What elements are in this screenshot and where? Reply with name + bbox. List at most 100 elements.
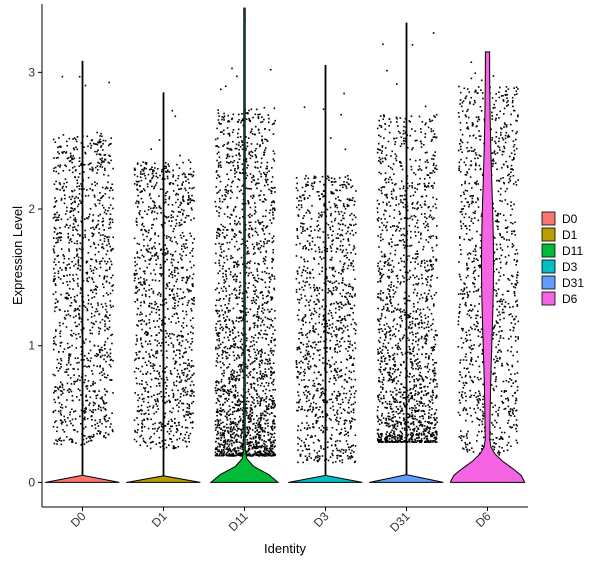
data-point bbox=[234, 378, 237, 380]
data-point bbox=[231, 440, 234, 442]
data-point bbox=[54, 386, 56, 388]
data-point bbox=[247, 201, 250, 204]
data-point bbox=[68, 353, 70, 355]
data-point bbox=[192, 317, 194, 319]
data-point bbox=[166, 283, 168, 285]
data-point bbox=[313, 284, 316, 286]
data-point bbox=[61, 390, 63, 393]
data-point bbox=[102, 224, 104, 226]
data-point bbox=[92, 233, 95, 235]
data-point bbox=[307, 434, 309, 436]
data-point bbox=[346, 455, 349, 457]
data-point bbox=[217, 437, 219, 440]
data-point bbox=[219, 229, 222, 232]
data-point bbox=[97, 199, 99, 201]
data-point bbox=[217, 151, 220, 153]
data-point bbox=[249, 444, 251, 447]
data-point bbox=[89, 332, 92, 335]
data-point bbox=[135, 343, 137, 346]
data-point bbox=[216, 152, 219, 155]
data-point bbox=[267, 425, 269, 427]
data-point bbox=[177, 304, 179, 307]
data-point bbox=[69, 160, 72, 162]
data-point bbox=[148, 413, 150, 415]
data-point bbox=[314, 415, 317, 417]
data-point bbox=[266, 178, 269, 181]
data-point bbox=[256, 415, 258, 417]
data-point bbox=[158, 195, 160, 197]
data-point bbox=[260, 348, 263, 351]
data-point bbox=[94, 419, 97, 422]
data-point bbox=[80, 353, 83, 356]
data-point bbox=[335, 280, 338, 282]
data-point bbox=[149, 179, 151, 182]
data-point bbox=[336, 420, 338, 422]
data-point bbox=[226, 315, 228, 318]
data-point bbox=[72, 399, 74, 402]
data-point bbox=[264, 444, 266, 446]
data-point bbox=[252, 361, 255, 363]
data-point bbox=[308, 195, 311, 197]
data-point bbox=[249, 410, 251, 413]
data-point bbox=[100, 144, 103, 147]
data-point bbox=[85, 441, 88, 444]
data-point bbox=[231, 454, 233, 457]
data-point bbox=[102, 257, 104, 260]
data-point bbox=[257, 451, 260, 454]
data-point bbox=[246, 400, 248, 403]
data-point bbox=[180, 334, 183, 337]
data-point bbox=[270, 204, 273, 207]
data-point bbox=[156, 350, 159, 352]
data-point bbox=[63, 189, 65, 192]
data-point bbox=[333, 377, 335, 379]
data-point bbox=[309, 427, 311, 429]
data-point bbox=[72, 147, 75, 149]
data-point bbox=[73, 157, 76, 160]
data-point bbox=[231, 328, 234, 331]
data-point bbox=[222, 314, 225, 316]
data-point bbox=[187, 178, 189, 181]
data-point bbox=[303, 379, 305, 381]
data-point bbox=[328, 327, 330, 330]
data-point bbox=[192, 283, 194, 285]
data-point bbox=[257, 384, 259, 386]
data-point bbox=[220, 255, 222, 257]
data-point bbox=[237, 164, 239, 167]
data-point bbox=[69, 353, 72, 356]
data-point bbox=[232, 433, 234, 435]
data-point bbox=[154, 233, 156, 236]
data-point bbox=[216, 453, 218, 456]
data-point bbox=[241, 352, 244, 354]
data-point bbox=[61, 403, 63, 406]
data-point bbox=[68, 241, 70, 244]
data-point bbox=[298, 302, 300, 304]
data-point bbox=[271, 444, 274, 446]
data-point bbox=[223, 389, 226, 391]
data-point bbox=[161, 319, 163, 322]
data-point bbox=[74, 201, 76, 203]
data-point bbox=[109, 221, 112, 224]
data-point bbox=[110, 306, 112, 309]
data-point bbox=[228, 135, 231, 137]
data-point bbox=[154, 242, 156, 244]
data-point bbox=[170, 418, 173, 421]
data-point bbox=[215, 346, 217, 349]
data-point bbox=[99, 141, 101, 144]
data-point bbox=[236, 297, 238, 300]
data-point bbox=[141, 345, 143, 347]
data-point bbox=[349, 427, 352, 430]
data-point bbox=[304, 305, 307, 307]
data-point bbox=[255, 441, 257, 444]
data-point bbox=[84, 195, 87, 197]
data-point bbox=[69, 411, 72, 413]
data-point bbox=[236, 316, 238, 319]
data-point bbox=[148, 263, 151, 265]
data-point bbox=[151, 211, 153, 214]
data-point bbox=[91, 166, 94, 169]
data-point bbox=[168, 318, 170, 320]
data-point bbox=[264, 329, 267, 332]
data-point bbox=[91, 370, 93, 372]
data-point bbox=[306, 280, 308, 283]
data-point bbox=[68, 263, 70, 265]
data-point bbox=[236, 249, 239, 251]
